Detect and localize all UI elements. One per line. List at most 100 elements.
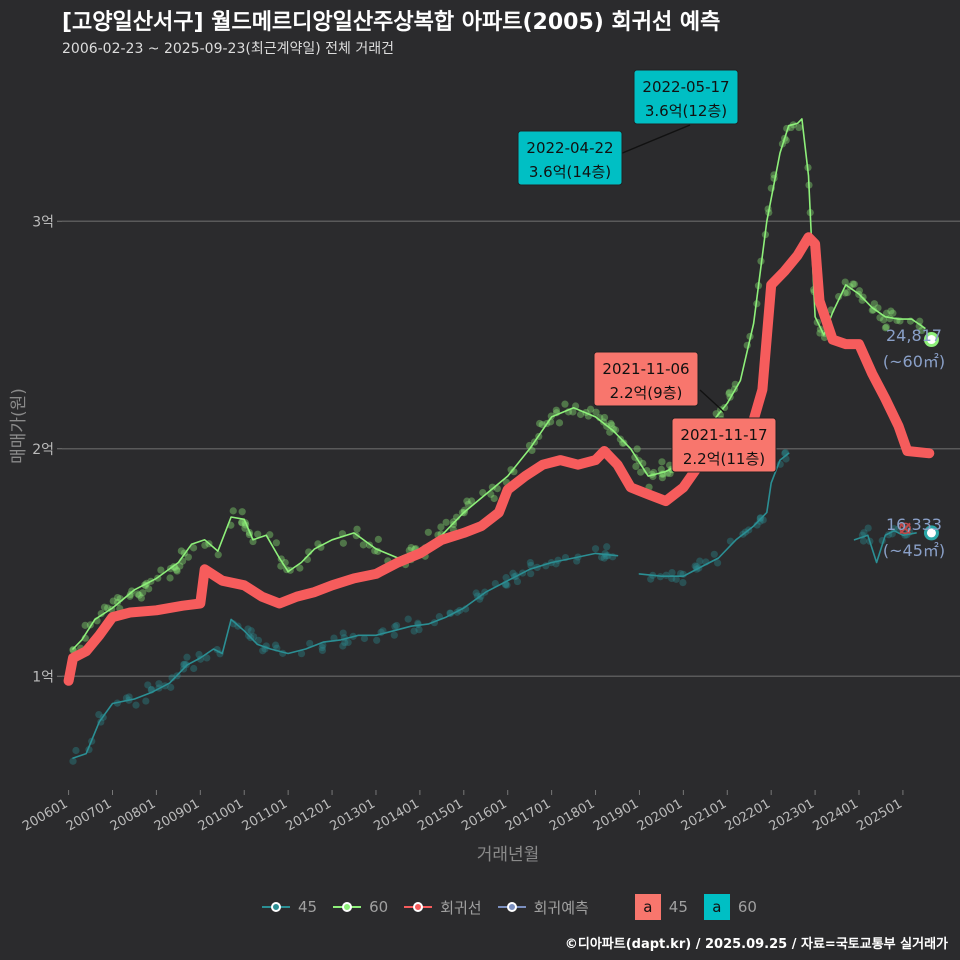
legend-label-60: 60 bbox=[369, 898, 389, 916]
s45-seg0-point-106 bbox=[503, 581, 511, 589]
s45-seg0-point-40 bbox=[509, 569, 517, 577]
end-label-value-0: 24,817 bbox=[886, 326, 942, 345]
s60-point-127 bbox=[353, 525, 361, 533]
s60-point-33 bbox=[113, 593, 122, 602]
s45-seg0-point-31 bbox=[341, 638, 349, 647]
s45-seg0-point-65 bbox=[72, 746, 80, 755]
s60-point-94 bbox=[882, 323, 890, 331]
s45-seg0-point-35 bbox=[404, 615, 412, 623]
s60-point-147 bbox=[238, 518, 246, 526]
s45-seg2-point-2 bbox=[890, 525, 898, 533]
s45-seg1-point-28 bbox=[691, 562, 699, 570]
legend-item-45: 45 bbox=[262, 898, 317, 916]
s60-point-183 bbox=[272, 539, 280, 547]
s45-seg0-point-86 bbox=[603, 543, 611, 551]
s60-point-210 bbox=[795, 123, 803, 132]
x-tick-label-6: 201201 bbox=[284, 796, 334, 834]
legend-label-45: 45 bbox=[298, 898, 318, 916]
x-tick-label-2: 200801 bbox=[108, 796, 158, 834]
legend-item-regression: 회귀선 bbox=[404, 897, 482, 918]
legend-box-label-45: 45 bbox=[668, 898, 688, 916]
s45-seg1-point-18 bbox=[714, 559, 722, 567]
annotation-2021-11-06-box bbox=[593, 351, 699, 407]
end-point-60 bbox=[923, 332, 939, 348]
s45-seg0-point-66 bbox=[573, 557, 581, 565]
s60-point-121 bbox=[461, 506, 469, 514]
s60-point-97 bbox=[189, 544, 198, 552]
s60-point-245 bbox=[449, 518, 458, 526]
s60-point-95 bbox=[870, 300, 878, 308]
s60-point-129 bbox=[201, 541, 209, 549]
s60-point-26 bbox=[134, 590, 142, 598]
s60-point-198 bbox=[666, 469, 674, 478]
s45-seg0-point-26 bbox=[344, 638, 352, 647]
s45-seg0-point-74 bbox=[142, 697, 150, 705]
s45-seg1-point-26 bbox=[756, 514, 765, 522]
s60-point-221 bbox=[658, 458, 666, 466]
s60-point-159 bbox=[881, 324, 890, 332]
s60-point-17 bbox=[609, 425, 617, 433]
s45-seg0-point-79 bbox=[602, 552, 610, 560]
chart-subtitle: 2006-02-23 ~ 2025-09-23(최근계약일) 전체 거래건 bbox=[62, 41, 394, 57]
s45-seg0-point-47 bbox=[415, 626, 423, 634]
s60-point-132 bbox=[172, 566, 181, 574]
s60-point-235 bbox=[424, 528, 432, 536]
s60-point-19 bbox=[569, 408, 577, 416]
s45-seg2-point-8 bbox=[859, 537, 868, 545]
s45-seg0-point-59 bbox=[183, 653, 191, 661]
s60-point-176 bbox=[173, 567, 181, 575]
s60-point-189 bbox=[535, 419, 544, 428]
x-tick-label-1: 200701 bbox=[64, 796, 114, 834]
s60-point-137 bbox=[157, 566, 165, 574]
legend-box-label-60: 60 bbox=[737, 898, 757, 916]
legend: 45 60 회귀선 회귀예측 a 45 a 60 bbox=[262, 893, 773, 921]
s60-point-119 bbox=[561, 400, 569, 408]
s60-point-256 bbox=[576, 410, 585, 419]
s45-seg1-point-25 bbox=[710, 550, 718, 558]
s60-point-53 bbox=[137, 594, 145, 602]
s45-seg0-point-11 bbox=[318, 643, 326, 652]
annotation-2021-11-06-price: 2.2억(9층) bbox=[610, 384, 683, 402]
scatter-points bbox=[69, 121, 926, 765]
s45-seg0-point-44 bbox=[527, 570, 535, 578]
legend-key-regression bbox=[404, 898, 433, 916]
s45-seg1-point-0 bbox=[679, 578, 687, 587]
s45-seg0-point-97 bbox=[203, 654, 211, 662]
annotation-2022-05-17-price: 3.6억(12층) bbox=[645, 102, 727, 120]
s60-point-67 bbox=[552, 406, 560, 414]
prediction-marker-ring bbox=[899, 522, 911, 535]
s60-point-164 bbox=[607, 419, 615, 428]
series-45-line-0 bbox=[72, 552, 619, 759]
s60-point-73 bbox=[849, 280, 857, 288]
s45-seg0-point-63 bbox=[390, 631, 398, 639]
s60-point-42 bbox=[608, 421, 616, 429]
credit-text: ©디아파트(dapt.kr) / 2025.09.25 / 자료=국토교통부 실… bbox=[564, 937, 948, 952]
x-tick-label-11: 201701 bbox=[503, 796, 553, 834]
y-tick-label-0: 1억 bbox=[32, 669, 54, 685]
s45-seg0-point-22 bbox=[259, 647, 267, 655]
annotation-leader-cyan bbox=[619, 124, 691, 155]
y-axis-title: 매매가(원) bbox=[9, 388, 29, 464]
s45-seg0-point-50 bbox=[339, 629, 347, 637]
end-point-45 bbox=[923, 525, 939, 541]
s45-seg0-point-32 bbox=[597, 553, 606, 561]
annotation-2021-11-17-price: 2.2억(11층) bbox=[683, 450, 765, 468]
s45-seg0-point-85 bbox=[132, 701, 140, 709]
x-tick-label-16: 202201 bbox=[723, 796, 773, 834]
s60-point-32 bbox=[296, 564, 304, 572]
annotation-2021-11-17-date: 2021-11-17 bbox=[680, 426, 767, 444]
s45-seg1-point-2 bbox=[668, 568, 676, 577]
s45-seg0-point-3 bbox=[69, 757, 77, 765]
legend-box-45: a 45 bbox=[634, 894, 688, 920]
s60-point-186 bbox=[658, 474, 666, 482]
s60-point-31 bbox=[229, 507, 237, 515]
s45-seg0-point-82 bbox=[125, 693, 133, 701]
s60-point-229 bbox=[100, 603, 109, 611]
s45-seg0-point-83 bbox=[247, 627, 255, 635]
annotation-2022-05-17-date: 2022-05-17 bbox=[642, 78, 729, 96]
y-tick-label-2: 3억 bbox=[32, 214, 54, 230]
s60-point-23 bbox=[458, 508, 466, 517]
x-axis-title: 거래년월 bbox=[477, 845, 540, 865]
s60-point-230 bbox=[359, 541, 367, 549]
